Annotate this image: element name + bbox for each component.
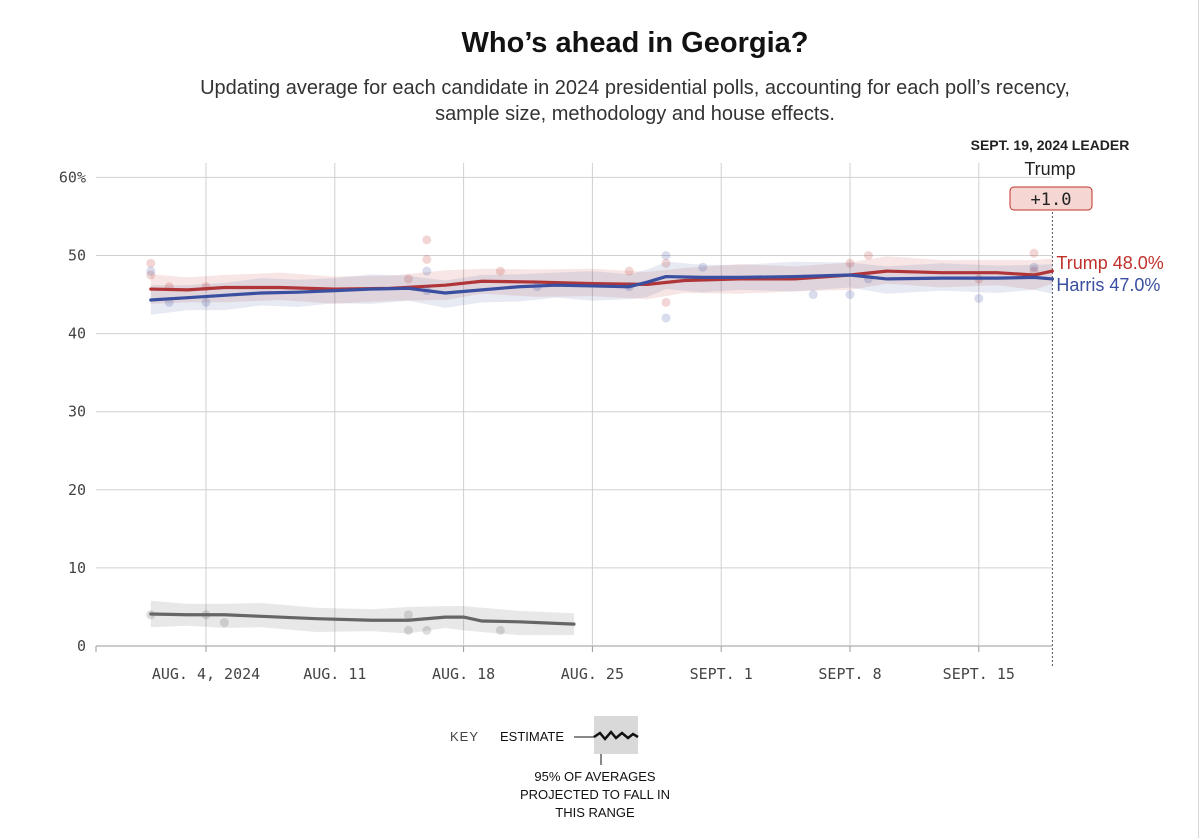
harris-poll-dot bbox=[661, 313, 671, 323]
trump-poll-dot bbox=[403, 274, 413, 284]
key: KEY ESTIMATE 95% OF AVERAGES PROJECTED TO F… bbox=[450, 716, 670, 820]
leader-margin-box bbox=[1009, 186, 1093, 211]
trump-poll-dot bbox=[661, 297, 671, 307]
key-label: KEY bbox=[450, 729, 479, 744]
leader-margin: +1.0 bbox=[1031, 190, 1072, 210]
gridlines: 0 10 20 30 40 50 60% AUG. 4, 2024 AUG. 11 AUG. 18… bbox=[59, 163, 1052, 683]
x-tick-label: AUG. 4, 2024 bbox=[152, 665, 260, 683]
harris-end-label: Harris 47.0% bbox=[1056, 275, 1160, 295]
y-tick-label: 30 bbox=[68, 403, 86, 421]
harris-poll-dot bbox=[698, 262, 708, 272]
leader-heading: SEPT. 19, 2024 LEADER bbox=[971, 137, 1130, 153]
x-tick-label: AUG. 25 bbox=[561, 665, 624, 683]
y-tick-label: 20 bbox=[68, 481, 86, 499]
other-poll-dot bbox=[219, 618, 229, 628]
other-poll-dot bbox=[495, 625, 505, 635]
trump-poll-dot bbox=[661, 258, 671, 268]
subtitle-line-1: Updating average for each candidate in 2… bbox=[200, 77, 1070, 99]
trump-poll-dot bbox=[845, 258, 855, 268]
x-tick-label: AUG. 11 bbox=[303, 665, 366, 683]
harris-series bbox=[146, 251, 1055, 323]
subtitle-line-2: sample size, methodology and house effec… bbox=[435, 103, 835, 125]
key-range-text: PROJECTED TO FALL IN bbox=[520, 787, 670, 802]
key-estimate-label: ESTIMATE bbox=[500, 729, 564, 744]
trump-uncertainty-band bbox=[150, 256, 1053, 304]
x-tick-label: SEPT. 8 bbox=[818, 665, 881, 683]
y-tick-label: 40 bbox=[68, 325, 86, 343]
other-average-line bbox=[149, 612, 576, 626]
harris-poll-dot bbox=[1029, 262, 1039, 272]
harris-poll-dot bbox=[146, 266, 156, 276]
other-poll-dot bbox=[403, 610, 413, 620]
x-tick-label: SEPT. 1 bbox=[690, 665, 753, 683]
harris-average-line bbox=[149, 273, 1055, 302]
y-tick-label: 0 bbox=[77, 637, 86, 655]
trump-poll-dot bbox=[495, 266, 505, 276]
trump-average-line bbox=[149, 269, 1055, 292]
y-tick-label: 50 bbox=[68, 247, 86, 265]
chart-subtitle: Updating average for each candidate in 2… bbox=[0, 75, 1200, 127]
other-poll-dot bbox=[403, 625, 413, 635]
harris-poll-dot bbox=[974, 293, 984, 303]
other-series bbox=[146, 600, 576, 636]
trump-poll-dot bbox=[863, 251, 873, 260]
x-tick-label: AUG. 18 bbox=[432, 665, 495, 683]
harris-poll-dot bbox=[808, 290, 818, 300]
other-uncertainty-band bbox=[150, 600, 575, 636]
harris-poll-dot bbox=[845, 290, 855, 300]
key-range-text: THIS RANGE bbox=[555, 805, 635, 820]
x-tick-label: SEPT. 15 bbox=[943, 665, 1015, 683]
leader-name: Trump bbox=[1024, 159, 1075, 179]
trump-poll-dot bbox=[146, 270, 156, 280]
harris-poll-dot bbox=[422, 266, 432, 276]
trump-poll-dot bbox=[1029, 248, 1039, 258]
key-range-text: 95% OF AVERAGES bbox=[534, 769, 655, 784]
key-estimate-line bbox=[593, 730, 639, 741]
chart-title: Who’s ahead in Georgia? bbox=[461, 27, 809, 59]
trump-poll-dot bbox=[422, 235, 432, 245]
trump-end-label: Trump 48.0% bbox=[1056, 253, 1163, 273]
harris-poll-dot bbox=[661, 251, 671, 260]
y-tick-label: 10 bbox=[68, 559, 86, 577]
trump-poll-dot bbox=[624, 266, 634, 276]
trump-poll-dot bbox=[422, 254, 432, 264]
y-tick-label: 60% bbox=[59, 168, 86, 186]
other-poll-dot bbox=[422, 625, 432, 635]
harris-poll-dot bbox=[201, 297, 211, 307]
trump-poll-dot bbox=[146, 258, 156, 268]
